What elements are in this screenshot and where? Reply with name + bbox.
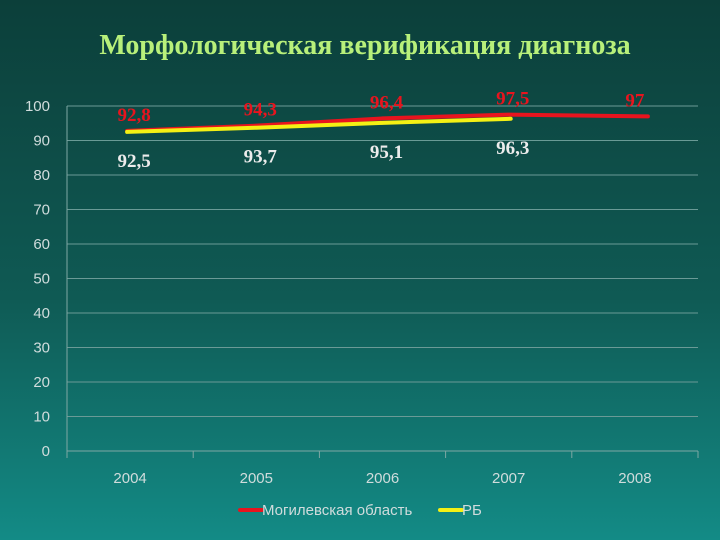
data-label-0-1: 94,3 bbox=[244, 100, 277, 121]
data-label-0-3: 97,5 bbox=[496, 89, 529, 110]
y-tick-label-20: 20 bbox=[33, 374, 50, 391]
data-label-0-2: 96,4 bbox=[370, 92, 404, 113]
y-tick-label-90: 90 bbox=[33, 133, 50, 150]
x-tick-label-2005: 2005 bbox=[240, 470, 273, 487]
x-tick-label-2004: 2004 bbox=[113, 470, 146, 487]
data-labels: 92,8 94,3 96,4 97,5 97 92,5 93,7 95,1 96,3 bbox=[117, 89, 644, 172]
data-label-0-4: 97 bbox=[625, 90, 645, 111]
data-label-1-1: 93,7 bbox=[244, 147, 278, 168]
y-tick-label-30: 30 bbox=[33, 340, 50, 357]
series-lines bbox=[125, 112, 650, 134]
data-label-0-0: 92,8 bbox=[117, 105, 150, 126]
x-tick-label-2007: 2007 bbox=[492, 470, 525, 487]
y-tick-label-80: 80 bbox=[33, 167, 50, 184]
legend-label-1: РБ bbox=[462, 502, 482, 519]
series-line-1 bbox=[125, 116, 513, 134]
page-title: Морфологическая верификация диагноза bbox=[99, 30, 631, 61]
data-label-1-2: 95,1 bbox=[370, 142, 403, 163]
legend-label-0: Могилевская область bbox=[262, 502, 413, 519]
y-tick-label-0: 0 bbox=[42, 443, 50, 460]
axes: 0 10 20 30 40 50 60 70 80 90 100 2004 2005 2006 2007 20… bbox=[25, 98, 699, 487]
x-tick-label-2006: 2006 bbox=[366, 470, 399, 487]
y-tick-label-10: 10 bbox=[33, 409, 50, 426]
y-tick-label-70: 70 bbox=[33, 202, 50, 219]
legend: Могилевская область РБ bbox=[238, 502, 482, 519]
data-label-1-3: 96,3 bbox=[496, 138, 529, 159]
data-label-1-0: 92,5 bbox=[117, 151, 150, 172]
y-tick-label-100: 100 bbox=[25, 98, 50, 115]
y-tick-label-60: 60 bbox=[33, 236, 50, 253]
gridlines bbox=[67, 105, 698, 452]
y-tick-label-40: 40 bbox=[33, 305, 50, 322]
x-tick-label-2008: 2008 bbox=[618, 470, 651, 487]
y-tick-label-50: 50 bbox=[33, 271, 50, 288]
